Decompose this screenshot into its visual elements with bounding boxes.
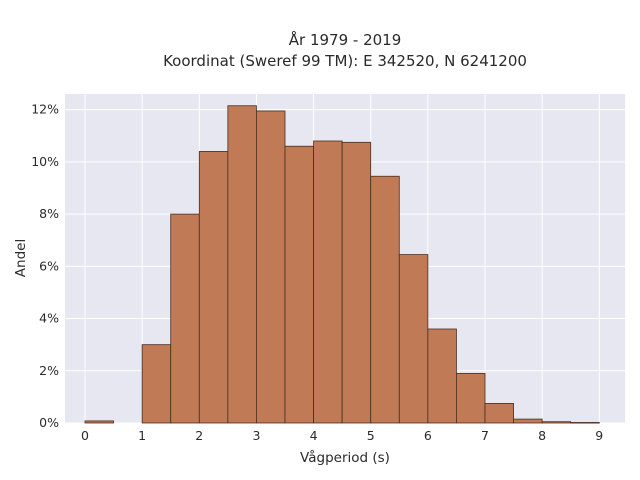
histogram-bar	[541, 421, 572, 424]
x-tick-label: 6	[424, 428, 432, 443]
histogram-bar	[170, 213, 200, 424]
histogram-bar	[484, 403, 514, 424]
x-tick-label: 1	[138, 428, 146, 443]
histogram-bar	[84, 420, 114, 424]
histogram-bar	[141, 344, 172, 424]
x-tick-label: 0	[81, 428, 89, 443]
histogram-bar	[341, 141, 372, 424]
y-tick-label: 8%	[39, 206, 59, 221]
chart-title-line-2: Koordinat (Sweref 99 TM): E 342520, N 62…	[163, 52, 527, 70]
x-tick-label: 9	[595, 428, 603, 443]
chart-title-line-1: År 1979 - 2019	[289, 30, 402, 49]
x-axis-ticks: 0 1 2 3 4 5 6 7 8 9	[81, 428, 603, 443]
x-tick-label: 5	[367, 428, 375, 443]
y-tick-label: 0%	[39, 415, 59, 430]
histogram-bar	[570, 422, 600, 424]
histogram-bar	[256, 110, 286, 424]
x-tick-label: 7	[481, 428, 489, 443]
x-tick-label: 4	[310, 428, 318, 443]
y-tick-label: 6%	[39, 258, 59, 273]
histogram-bar	[198, 151, 229, 424]
histogram-bar	[313, 140, 343, 424]
x-axis-title: Vågperiod (s)	[300, 449, 390, 466]
x-tick-label: 3	[252, 428, 260, 443]
x-tick-label: 8	[538, 428, 546, 443]
histogram-bar	[427, 328, 457, 424]
y-tick-label: 2%	[39, 363, 59, 378]
y-tick-label: 10%	[31, 154, 59, 169]
histogram-bar	[456, 372, 486, 424]
y-axis-title: Andel	[13, 239, 29, 277]
y-tick-label: 12%	[31, 102, 59, 117]
x-tick-label: 2	[195, 428, 203, 443]
histogram-bar	[227, 105, 257, 424]
histogram-bar	[370, 175, 400, 424]
histogram-bar	[513, 418, 543, 424]
histogram-bar	[284, 145, 314, 424]
histogram-bar	[398, 254, 429, 424]
histogram-bars	[84, 105, 600, 424]
y-tick-label: 4%	[39, 311, 59, 326]
y-axis-ticks: 0% 2% 4% 6% 8% 10% 12%	[31, 102, 59, 430]
